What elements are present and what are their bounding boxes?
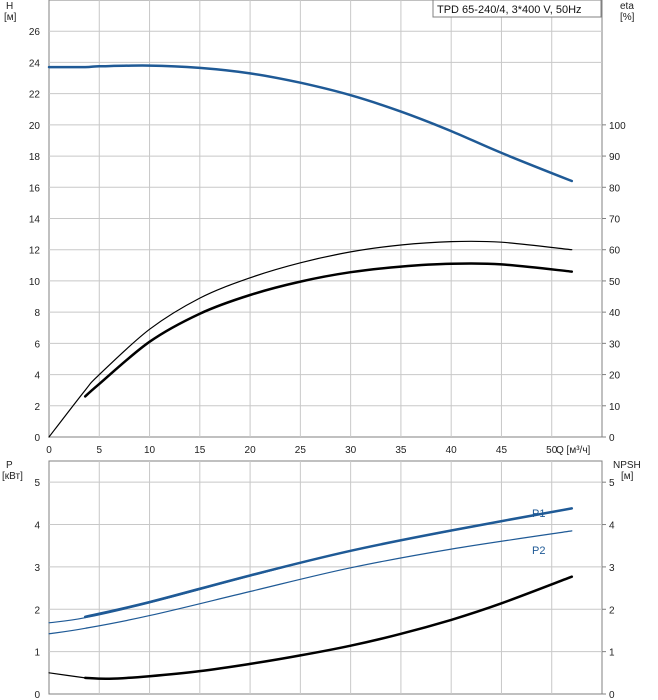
bottom-grid [49,461,602,694]
x-tick-label: 40 [446,445,458,456]
x-tick-label: 50 [546,445,558,456]
left-y-tick-label: 10 [29,277,41,288]
x-tick-label: 5 [96,445,102,456]
left-y-tick-label: 22 [29,90,41,101]
flow-axis-label: Q [м³/ч] [556,445,591,456]
x-tick-label: 20 [245,445,257,456]
left-y-tick-label: 2 [34,605,40,616]
left-y-tick-label: 26 [29,27,41,38]
series-line-1-3 [48,672,86,679]
x-tick-label: 25 [295,445,307,456]
right-y-tick-label: 100 [609,121,626,132]
eta-axis-unit: [%] [620,12,635,23]
x-tick-label: 0 [46,445,52,456]
npsh-axis-tick-labels: 0 1 2 3 4 5 [602,478,615,700]
x-tick-label: 35 [395,445,407,456]
left-y-tick-label: 5 [34,478,40,489]
series-line-1-2 [48,530,573,635]
left-y-tick-label: 18 [29,152,41,163]
head-axis-label: H [6,1,13,12]
top-x-tick-labels: 0 5 10 15 20 25 30 35 40 45 50 [46,445,558,456]
top-grid [49,0,602,437]
x-tick-label: 30 [345,445,357,456]
series-line-0-2 [83,262,574,398]
head-axis-unit: [м] [4,12,17,23]
bottom-series-group [48,507,574,681]
npsh-axis-unit: [м] [621,471,634,482]
left-y-tick-label: 1 [34,648,40,659]
power-axis-unit: [кВт] [2,471,23,482]
right-y-tick-label: 10 [609,402,621,413]
right-y-tick-label: 40 [609,308,621,319]
right-y-tick-label: 70 [609,215,621,226]
series-line-0-0 [47,64,574,183]
left-y-tick-label: 4 [34,521,40,532]
left-y-tick-label: 0 [34,433,40,444]
head-efficiency-panel: 0 5 10 15 20 25 30 35 40 45 50 0246810121416182022… [4,0,635,456]
p2-series-label: P2 [532,545,545,557]
right-y-tick-label: 4 [609,521,615,532]
right-y-tick-label: 0 [609,433,615,444]
right-y-tick-label: 60 [609,246,621,257]
left-y-tick-label: 8 [34,308,40,319]
series-line-0-1 [48,240,573,438]
p1-series-label: P1 [532,508,545,520]
power-npsh-panel: 0 1 2 3 4 5 0 1 2 3 4 5 P [кВт] NPSH [м] P1 P2 [2,460,641,700]
left-y-tick-label: 12 [29,246,41,257]
right-y-tick-label: 1 [609,648,615,659]
left-y-tick-label: 24 [29,58,41,69]
x-tick-label: 15 [194,445,206,456]
right-y-tick-label: 30 [609,339,621,350]
eta-axis-tick-labels: 0 10 20 30 40 50 60 70 80 90 100 [602,121,626,444]
power-axis-tick-labels: 0 1 2 3 4 5 [34,478,40,700]
right-y-tick-label: 50 [609,277,621,288]
left-y-tick-label: 20 [29,121,41,132]
right-y-tick-label: 5 [609,478,615,489]
right-y-tick-label: 3 [609,563,615,574]
left-y-tick-label: 2 [34,402,40,413]
left-y-tick-label: 0 [34,690,40,700]
right-y-tick-label: 90 [609,152,621,163]
x-tick-label: 45 [496,445,508,456]
bottom-plot-frame [48,460,603,695]
left-y-tick-label: 3 [34,563,40,574]
x-tick-label: 10 [144,445,156,456]
left-y-tick-label: 16 [29,183,41,194]
series-line-1-4 [83,575,574,681]
left-y-tick-label: 6 [34,339,40,350]
left-y-tick-label: 14 [29,215,41,226]
power-axis-label: P [6,460,13,471]
series-line-1-1 [83,507,574,619]
right-y-tick-label: 80 [609,183,621,194]
npsh-axis-label: NPSH [613,460,641,471]
right-y-tick-label: 0 [609,690,615,700]
top-series-group [47,64,574,438]
chart-title: TPD 65-240/4, 3*400 V, 50Hz [437,4,582,16]
chart-title-box [432,0,602,18]
left-y-tick-label: 4 [34,371,40,382]
right-y-tick-label: 2 [609,605,615,616]
right-y-tick-label: 20 [609,371,621,382]
eta-axis-label: eta [620,1,634,12]
